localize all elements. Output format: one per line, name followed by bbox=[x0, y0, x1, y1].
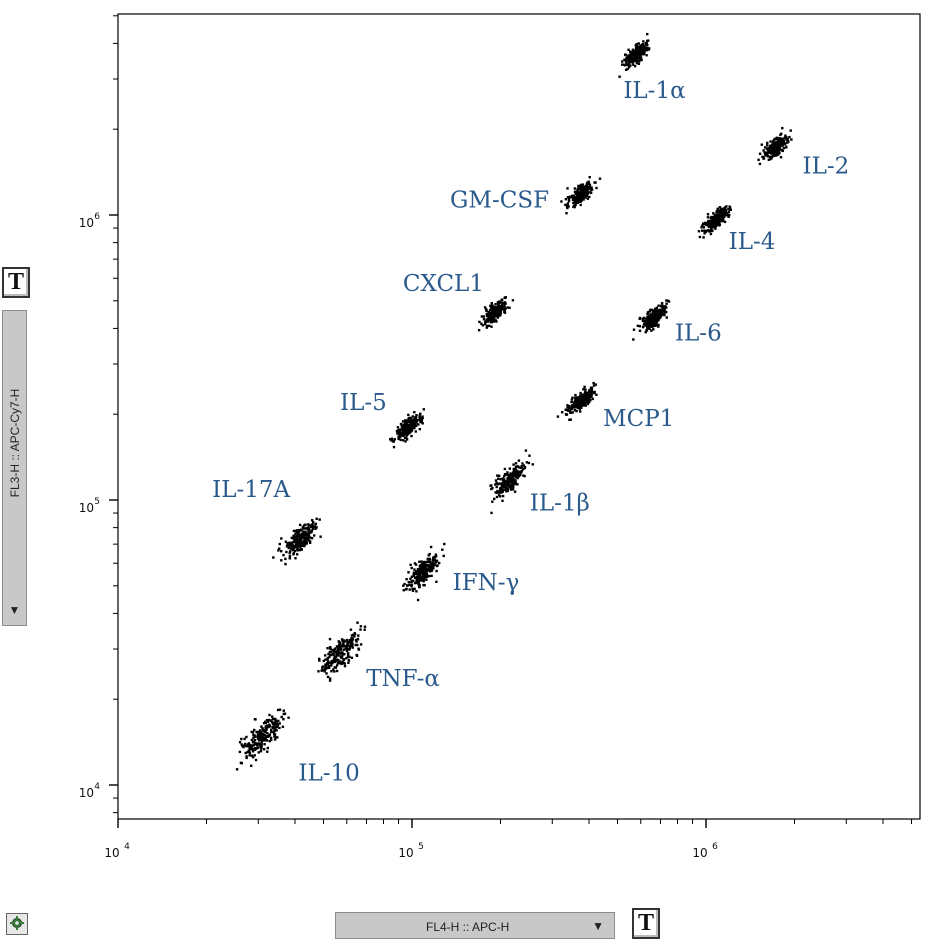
population-labels: IL-1α IL-2 GM-CSF IL-4 CXCL1 IL-6 IL-5 MCP1 IL-1… bbox=[212, 78, 849, 786]
y-tick-exponent: 4 bbox=[94, 782, 100, 792]
x-tick-label: 10 bbox=[398, 846, 413, 860]
cluster-IL-2 bbox=[757, 126, 793, 166]
population-label: IL-10 bbox=[298, 760, 359, 786]
y-tick-label: 10 bbox=[79, 501, 94, 515]
population-label: GM-CSF bbox=[450, 187, 549, 213]
population-label: IL-6 bbox=[675, 321, 722, 347]
population-label: IL-2 bbox=[803, 154, 850, 180]
y-tick-exponent: 5 bbox=[94, 497, 100, 507]
cluster-MCP1 bbox=[556, 381, 598, 421]
cluster-IL-10 bbox=[235, 708, 290, 771]
population-label: IL-5 bbox=[340, 390, 387, 416]
gear-icon bbox=[10, 916, 24, 930]
population-label: IL-17A bbox=[212, 477, 290, 503]
x-tick-label: 10 bbox=[692, 846, 707, 860]
dropdown-arrow-icon: ▼ bbox=[592, 919, 604, 933]
x-axis-parameter-dropdown[interactable]: FL4-H :: APC-H ▼ bbox=[335, 912, 615, 939]
population-label: IL-4 bbox=[729, 229, 776, 255]
y-axis-parameter-label: FL3-H :: APC-Cy7-H bbox=[7, 388, 22, 498]
population-label: TNF-α bbox=[366, 666, 440, 692]
x-tick-label: 10 bbox=[104, 846, 119, 860]
population-label: MCP1 bbox=[603, 406, 674, 432]
y-axis-text-button[interactable]: T bbox=[2, 267, 30, 298]
y-tick-label: 10 bbox=[79, 216, 94, 230]
y-tick-label: 10 bbox=[79, 786, 94, 800]
plot-frame bbox=[117, 13, 921, 820]
cluster-IFN-γ bbox=[402, 542, 446, 602]
cluster-IL-5 bbox=[389, 408, 425, 449]
cluster-CXCL1 bbox=[477, 296, 515, 332]
population-label: IL-1β bbox=[530, 490, 590, 516]
cluster-GM-CSF bbox=[560, 176, 602, 215]
population-label: IFN-γ bbox=[453, 570, 520, 596]
cluster-IL-4 bbox=[697, 205, 732, 239]
dropdown-arrow-icon: ▼ bbox=[8, 603, 21, 617]
x-tick-exponent: 4 bbox=[124, 842, 130, 852]
x-tick-exponent: 5 bbox=[418, 842, 424, 852]
x-axis-text-button[interactable]: T bbox=[632, 908, 660, 939]
y-axis-parameter-dropdown[interactable]: FL3-H :: APC-Cy7-H ▼ bbox=[2, 310, 27, 626]
axis-ticks: 10 4 10 5 10 610 410 510 6 bbox=[79, 15, 912, 860]
cluster-IL-6 bbox=[632, 299, 671, 341]
events-layer bbox=[235, 32, 793, 771]
x-tick-exponent: 6 bbox=[712, 842, 718, 852]
population-label: CXCL1 bbox=[403, 271, 484, 297]
cluster-IL-1α bbox=[618, 32, 651, 78]
cluster-IL-17A bbox=[272, 517, 322, 566]
population-label: IL-1α bbox=[623, 78, 685, 104]
cluster-TNF-α bbox=[317, 621, 367, 682]
cluster-IL-1β bbox=[489, 449, 534, 515]
y-tick-exponent: 6 bbox=[94, 212, 100, 222]
x-axis-parameter-label: FL4-H :: APC-H bbox=[426, 920, 510, 934]
plot-settings-button[interactable] bbox=[6, 913, 28, 935]
